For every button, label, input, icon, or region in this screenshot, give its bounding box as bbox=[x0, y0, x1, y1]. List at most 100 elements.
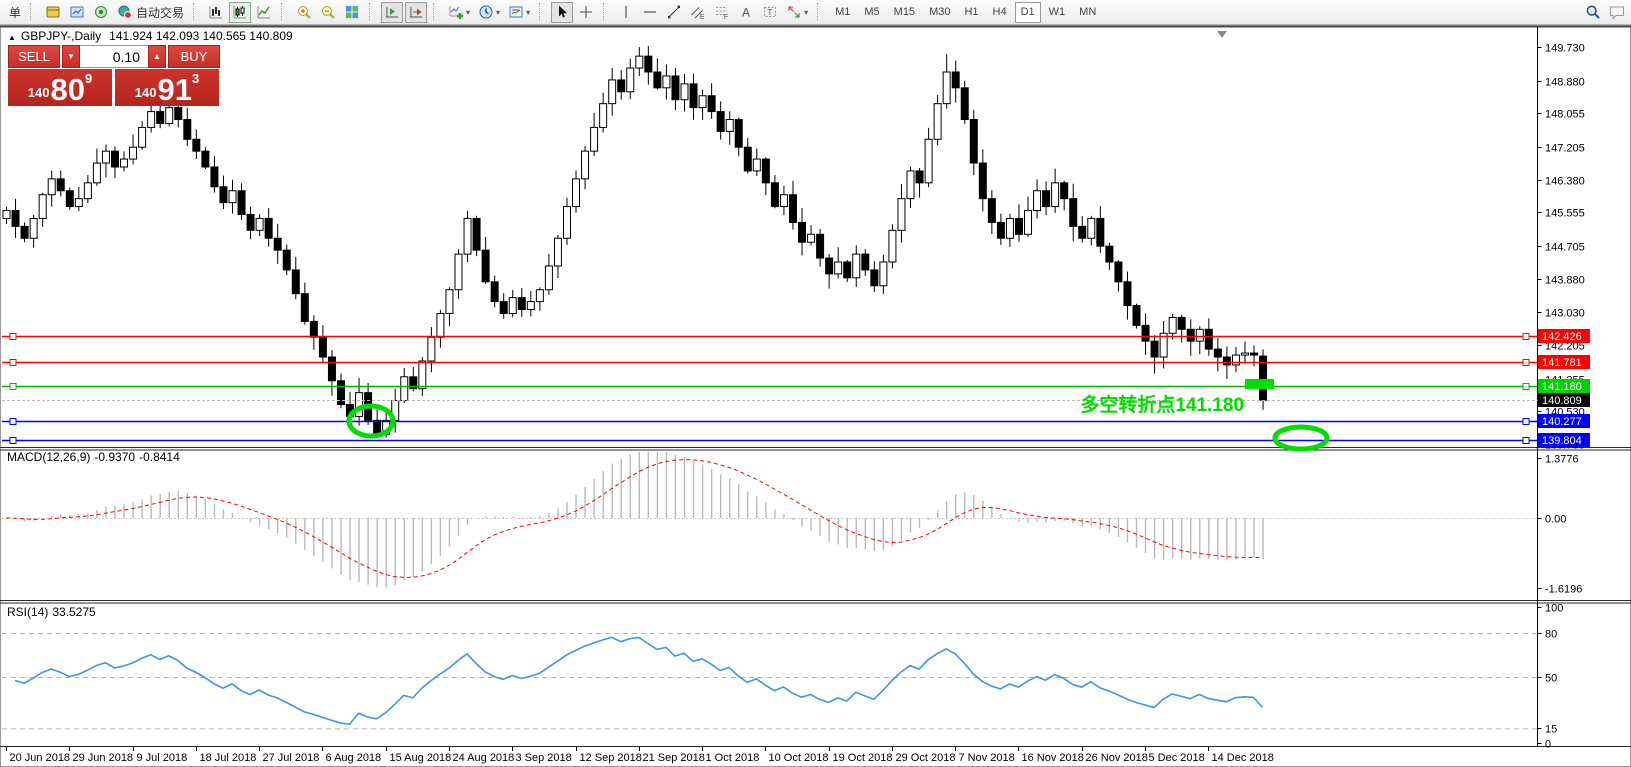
timeframe-m1-button[interactable]: M1 bbox=[829, 2, 856, 23]
timeframe-m5-button[interactable]: M5 bbox=[858, 2, 885, 23]
horizontal-line-button[interactable] bbox=[639, 2, 661, 23]
tile-windows-button[interactable] bbox=[341, 2, 363, 23]
horizontal-line-object[interactable] bbox=[2, 418, 1538, 425]
sell-button[interactable]: SELL bbox=[8, 45, 60, 68]
line-handle[interactable] bbox=[9, 383, 17, 390]
date-tick-label: 20 Jun 2018 bbox=[10, 752, 71, 764]
timeframe-mn-button[interactable]: MN bbox=[1073, 2, 1102, 23]
zoom-in-button[interactable] bbox=[293, 2, 315, 23]
indicators-icon bbox=[448, 4, 464, 20]
timeframe-h4-button[interactable]: H4 bbox=[987, 2, 1013, 23]
vertical-line-button[interactable] bbox=[615, 2, 637, 23]
indicators-button[interactable]: ▾ bbox=[445, 2, 473, 23]
zoom-out-button[interactable] bbox=[317, 2, 339, 23]
date-axis[interactable]: 20 Jun 2018 29 Jun 2018 9 Jul 2018 18 Jul 2… bbox=[6, 747, 1274, 764]
templates-button[interactable]: ▾ bbox=[505, 2, 533, 23]
text-button[interactable]: A bbox=[735, 2, 757, 23]
ohlc-values: 141.924 142.093 140.565 140.809 bbox=[109, 29, 293, 43]
volume-decrease-button[interactable]: ▼ bbox=[62, 45, 80, 68]
signals-button[interactable] bbox=[90, 2, 112, 23]
candlestick-button[interactable] bbox=[229, 1, 252, 23]
rsi-axis[interactable]: 100 80 50 15 0 bbox=[1537, 603, 1564, 751]
timeframe-w1-button[interactable]: W1 bbox=[1043, 2, 1072, 23]
price-tick-label: 143.880 bbox=[1545, 275, 1585, 287]
date-tick-label: 29 Oct 2018 bbox=[896, 752, 956, 764]
volume-input[interactable] bbox=[80, 45, 148, 68]
highlight-ellipse[interactable] bbox=[1272, 424, 1330, 452]
highlight-ellipse[interactable] bbox=[346, 403, 396, 439]
price-tick-label: 144.705 bbox=[1545, 242, 1585, 254]
collapse-triangle-icon[interactable]: ▲ bbox=[8, 33, 16, 42]
crosshair-button[interactable] bbox=[575, 2, 597, 23]
market-watch-button[interactable] bbox=[42, 2, 64, 23]
text-label-button[interactable]: T bbox=[759, 2, 781, 23]
timeframe-m15-button[interactable]: M15 bbox=[888, 2, 921, 23]
periods-button[interactable]: ▾ bbox=[475, 2, 503, 23]
line-handle[interactable] bbox=[9, 437, 17, 444]
toolbar-separator bbox=[539, 3, 546, 21]
horizontal-line-object[interactable] bbox=[2, 383, 1538, 390]
main-toolbar: 单 自动交易 ▾ ▾ ▾ E F A T ▾ M1 M5 M15 M30 H1 H4 D1 W1 MN bbox=[0, 0, 1631, 25]
chart-background bbox=[0, 25, 1631, 767]
rsi-indicator-label: RSI(14) 33.5275 bbox=[7, 605, 100, 619]
dropdown-arrow-icon: ▾ bbox=[466, 7, 471, 17]
price-tag-label: 140.809 bbox=[1542, 395, 1582, 407]
date-tick-label: 7 Nov 2018 bbox=[959, 752, 1015, 764]
buy-button[interactable]: BUY bbox=[168, 45, 220, 68]
arrows-button[interactable]: ▾ bbox=[783, 2, 811, 23]
candles-icon bbox=[232, 4, 248, 20]
chartwin-icon bbox=[69, 4, 85, 20]
chart-window: 149.730 148.880 148.055 147.205 146.380 145.5… bbox=[0, 25, 1631, 767]
new-order-button[interactable]: 单 bbox=[3, 2, 24, 23]
line-chart-button[interactable] bbox=[253, 2, 275, 23]
macd-axis[interactable]: 1.3776 0.00 -1.6196 bbox=[1537, 454, 1583, 596]
highlight-box[interactable] bbox=[1245, 379, 1274, 389]
bar-chart-button[interactable] bbox=[205, 2, 227, 23]
chart-shift-marker-icon[interactable] bbox=[1217, 31, 1227, 38]
dropdown-arrow-icon: ▾ bbox=[804, 7, 809, 17]
line-handle[interactable] bbox=[1522, 359, 1530, 366]
timeframe-m30-button[interactable]: M30 bbox=[923, 2, 956, 23]
line-handle[interactable] bbox=[9, 333, 17, 340]
toolbar-separator bbox=[433, 3, 440, 21]
one-click-trade-panel: SELL ▼ ▲ BUY 140 80 9 140 91 3 bbox=[8, 45, 220, 106]
horizontal-line-object[interactable] bbox=[2, 437, 1538, 444]
line-handle[interactable] bbox=[1522, 383, 1530, 390]
rsi-value: 33.5275 bbox=[52, 605, 96, 619]
chart-shift-button[interactable] bbox=[405, 1, 428, 23]
search-button[interactable] bbox=[1582, 2, 1604, 23]
auto-scroll-button[interactable] bbox=[381, 1, 404, 23]
hline-icon bbox=[642, 4, 658, 20]
buy-price-display[interactable]: 140 91 3 bbox=[115, 69, 219, 106]
horizontal-line-object[interactable] bbox=[2, 359, 1538, 366]
macd-tick-label: -1.6196 bbox=[1545, 584, 1582, 596]
trendline-button[interactable] bbox=[663, 2, 685, 23]
svg-text:T: T bbox=[767, 7, 772, 17]
timeframe-d1-button[interactable]: D1 bbox=[1014, 1, 1041, 23]
timeframe-h1-button[interactable]: H1 bbox=[958, 2, 984, 23]
date-tick-label: 9 Jul 2018 bbox=[137, 752, 188, 764]
bars-icon bbox=[208, 4, 224, 20]
line-handle[interactable] bbox=[1522, 333, 1530, 340]
equidistant-channel-button[interactable]: E bbox=[687, 2, 709, 23]
chat-button[interactable] bbox=[1606, 2, 1628, 23]
horizontal-line-object[interactable] bbox=[2, 333, 1538, 340]
rsi-tick-label: 80 bbox=[1545, 629, 1557, 641]
line-handle[interactable] bbox=[9, 359, 17, 366]
line-handle[interactable] bbox=[1522, 418, 1530, 425]
date-tick-label: 16 Nov 2018 bbox=[1022, 752, 1084, 764]
symbol-name: GBPJPY-,Daily bbox=[20, 29, 102, 43]
annotation-text[interactable]: 多空转折点141.180 bbox=[1080, 395, 1244, 416]
svg-text:A: A bbox=[742, 6, 750, 20]
textlabel-icon: T bbox=[762, 4, 778, 20]
tline-icon bbox=[666, 4, 682, 20]
line-handle[interactable] bbox=[9, 418, 17, 425]
line-handle[interactable] bbox=[1522, 437, 1530, 444]
auto-trading-button[interactable]: 自动交易 bbox=[114, 2, 187, 23]
cursor-button[interactable] bbox=[551, 1, 574, 23]
volume-increase-button[interactable]: ▲ bbox=[148, 45, 166, 68]
dropdown-arrow-icon: ▾ bbox=[496, 7, 501, 17]
sell-price-display[interactable]: 140 80 9 bbox=[8, 69, 112, 106]
fibonacci-button[interactable]: F bbox=[711, 2, 733, 23]
chart-window-button[interactable] bbox=[66, 2, 88, 23]
